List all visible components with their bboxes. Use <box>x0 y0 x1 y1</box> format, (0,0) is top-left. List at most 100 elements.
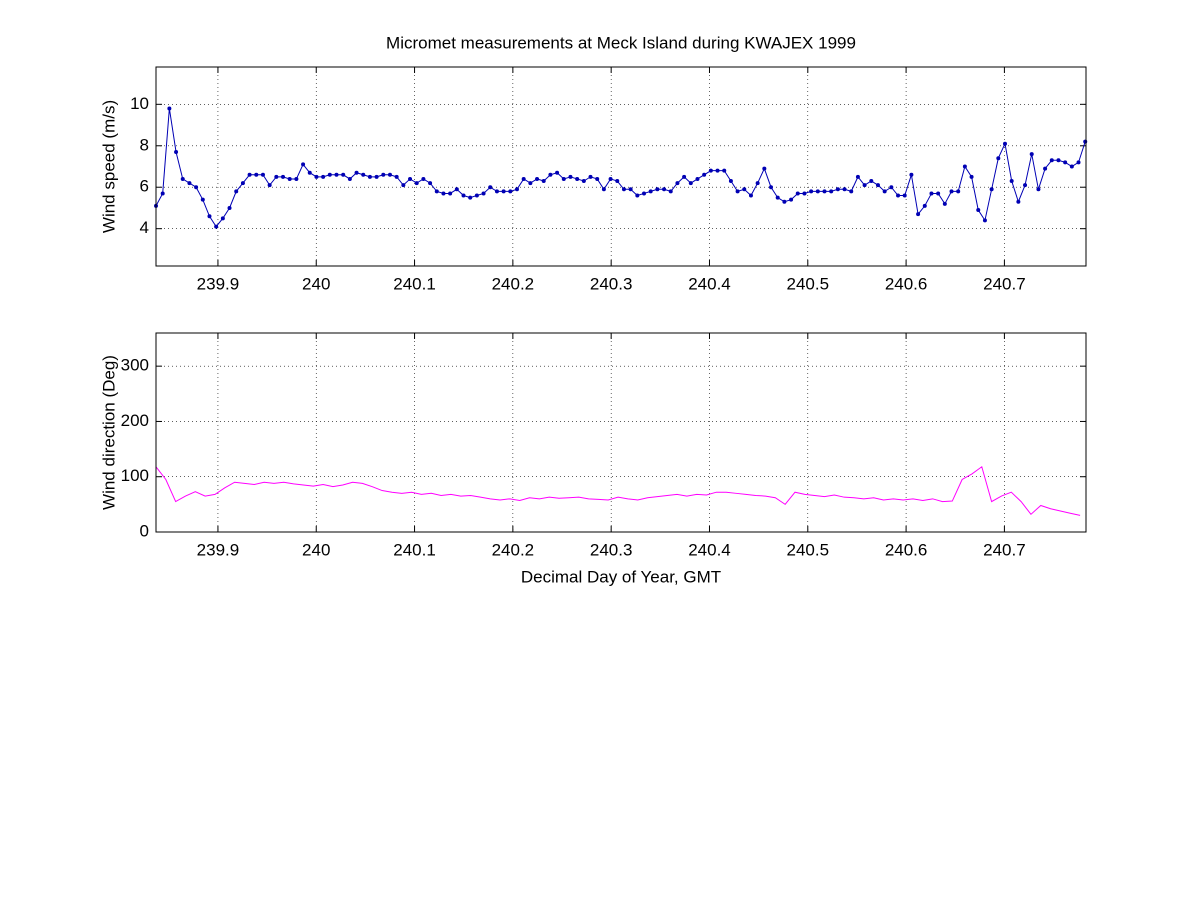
data-point <box>1029 152 1034 157</box>
data-point <box>508 189 513 194</box>
data-point <box>307 170 312 175</box>
data-point <box>795 191 800 196</box>
data-point <box>501 189 506 194</box>
data-point <box>682 174 687 179</box>
data-point <box>708 168 713 173</box>
data-point <box>829 189 834 194</box>
data-point <box>240 181 245 186</box>
data-point <box>481 191 486 196</box>
data-point <box>742 187 747 192</box>
data-point <box>1043 166 1048 171</box>
data-point <box>688 181 693 186</box>
plot-area <box>155 332 1087 533</box>
y-axis-label: Wind direction (Deg) <box>99 355 118 510</box>
data-point <box>882 189 887 194</box>
data-point <box>521 176 526 181</box>
data-point <box>361 172 366 177</box>
data-point <box>287 176 292 181</box>
data-point <box>936 191 941 196</box>
data-point <box>555 170 560 175</box>
data-point <box>875 183 880 188</box>
data-point <box>187 181 192 186</box>
x-tick-label: 240.6 <box>885 540 928 559</box>
x-tick-label: 240 <box>302 274 330 293</box>
data-point <box>1083 139 1088 144</box>
data-point <box>628 187 633 192</box>
data-point <box>929 191 934 196</box>
data-point <box>635 193 640 198</box>
data-point <box>354 170 359 175</box>
data-point <box>1002 141 1007 146</box>
data-point <box>428 181 433 186</box>
data-line <box>155 465 1081 516</box>
data-point <box>301 162 306 167</box>
data-point <box>347 176 352 181</box>
data-point <box>535 176 540 181</box>
data-point <box>281 174 286 179</box>
x-tick-label: 240.7 <box>983 540 1026 559</box>
data-point <box>174 149 179 154</box>
data-point <box>815 189 820 194</box>
data-point <box>474 193 479 198</box>
data-point <box>942 201 947 206</box>
data-point <box>769 185 774 190</box>
data-point <box>668 189 673 194</box>
data-point <box>782 199 787 204</box>
x-tick-label: 240.5 <box>787 540 830 559</box>
data-point <box>615 179 620 184</box>
data-point <box>896 193 901 198</box>
y-tick-label: 300 <box>121 356 149 375</box>
data-point <box>702 172 707 177</box>
data-point <box>387 172 392 177</box>
data-point <box>849 189 854 194</box>
data-point <box>227 205 232 210</box>
data-point <box>642 191 647 196</box>
data-point <box>341 172 346 177</box>
data-point <box>722 168 727 173</box>
data-point <box>822 189 827 194</box>
data-point <box>802 191 807 196</box>
y-tick-label: 6 <box>140 177 149 196</box>
data-point <box>1049 158 1054 163</box>
data-point <box>247 172 252 177</box>
x-tick-label: 240.6 <box>885 274 928 293</box>
x-axis-label: Decimal Day of Year, GMT <box>521 567 721 586</box>
y-tick-label: 100 <box>121 466 149 485</box>
data-point <box>956 189 961 194</box>
data-point <box>922 203 927 208</box>
y-tick-label: 10 <box>130 94 149 113</box>
data-point <box>608 176 613 181</box>
data-point <box>1056 158 1061 163</box>
data-point <box>394 174 399 179</box>
data-point <box>909 172 914 177</box>
data-point <box>220 216 225 221</box>
data-point <box>1009 179 1014 184</box>
data-point <box>902 193 907 198</box>
data-point <box>401 183 406 188</box>
x-tick-label: 240.4 <box>688 540 731 559</box>
data-point <box>1023 183 1028 188</box>
plot-area <box>155 66 1087 267</box>
data-point <box>441 191 446 196</box>
x-tick-label: 240.1 <box>393 274 436 293</box>
x-tick-label: 240.4 <box>688 274 731 293</box>
data-point <box>1076 160 1081 165</box>
data-point <box>541 179 546 184</box>
data-point <box>855 174 860 179</box>
data-point <box>548 172 553 177</box>
data-point <box>321 174 326 179</box>
data-point <box>448 191 453 196</box>
data-point <box>294 176 299 181</box>
data-point <box>180 176 185 181</box>
x-tick-label: 240.5 <box>787 274 830 293</box>
plot-border <box>155 66 1087 267</box>
data-point <box>648 189 653 194</box>
data-point <box>160 191 165 196</box>
data-point <box>581 179 586 184</box>
data-point <box>334 172 339 177</box>
data-point <box>381 172 386 177</box>
data-point <box>789 197 794 202</box>
data-point <box>735 189 740 194</box>
data-point <box>675 181 680 186</box>
data-point <box>916 212 921 217</box>
